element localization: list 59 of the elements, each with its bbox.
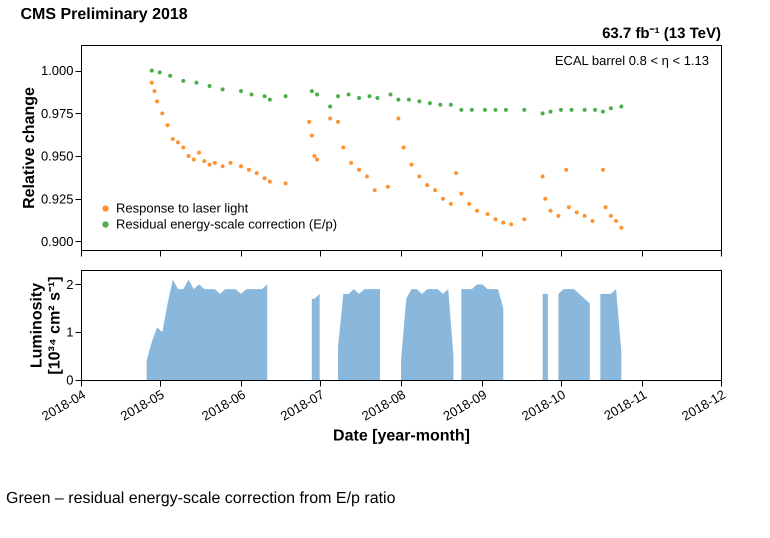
- point: [522, 108, 526, 112]
- point: [158, 70, 162, 74]
- point: [336, 94, 340, 98]
- point: [208, 84, 212, 88]
- annotation: ECAL barrel 0.8 < η < 1.13: [554, 53, 709, 68]
- x-axis-title: Date [year-month]: [333, 428, 470, 445]
- point: [608, 106, 613, 110]
- point: [428, 101, 432, 106]
- point: [181, 78, 186, 83]
- point: [448, 102, 453, 107]
- y-tick-label: 0: [66, 372, 74, 388]
- y-tick-label: 0.975: [40, 106, 74, 121]
- point: [310, 89, 314, 94]
- y-tick-label: 1: [66, 324, 74, 340]
- text: 63.7 fb⁻¹ (13 TeV): [602, 25, 722, 42]
- point: [375, 96, 380, 100]
- point: [540, 111, 545, 116]
- y-tick-label: 1.000: [40, 63, 74, 78]
- point: [315, 92, 320, 97]
- point: [328, 104, 332, 108]
- point: [548, 110, 553, 114]
- y-axis-title: Relative change: [20, 86, 38, 209]
- point: [396, 98, 400, 102]
- point: [239, 89, 243, 94]
- point: [406, 98, 411, 102]
- y-tick-label: 0.925: [40, 191, 74, 206]
- y-tick-label: 0.900: [40, 234, 74, 249]
- y-tick-label: 2: [66, 276, 74, 292]
- legend-label: Response to laser light: [116, 200, 249, 216]
- point: [470, 108, 474, 112]
- point: [459, 108, 464, 112]
- y-tick-label: 0.950: [40, 148, 74, 164]
- point: [368, 94, 372, 98]
- point: [417, 99, 422, 104]
- point: [194, 80, 198, 85]
- point: [593, 108, 598, 112]
- point: [268, 98, 272, 102]
- chart-title: CMS Preliminary 2018: [20, 6, 188, 23]
- legend-label: Residual energy-scale correction (E/p): [116, 216, 338, 232]
- point: [582, 108, 587, 112]
- point: [600, 110, 605, 114]
- point: [619, 104, 624, 108]
- point: [482, 108, 487, 112]
- y-axis-title: Luminosity [10³⁴ cm² s⁻¹]: [28, 276, 64, 375]
- point: [346, 92, 351, 97]
- point: [150, 68, 154, 73]
- point: [168, 74, 172, 78]
- point: [569, 108, 574, 112]
- point: [249, 92, 254, 97]
- point: [284, 94, 288, 98]
- point: [559, 108, 563, 112]
- point: [220, 87, 225, 92]
- point: [357, 96, 362, 100]
- point: [504, 108, 508, 112]
- text: Green – residual energy-scale correction from E/p ratio: [6, 490, 396, 507]
- point: [388, 92, 393, 97]
- point: [493, 108, 498, 112]
- point: [262, 94, 267, 98]
- point: [438, 102, 442, 107]
